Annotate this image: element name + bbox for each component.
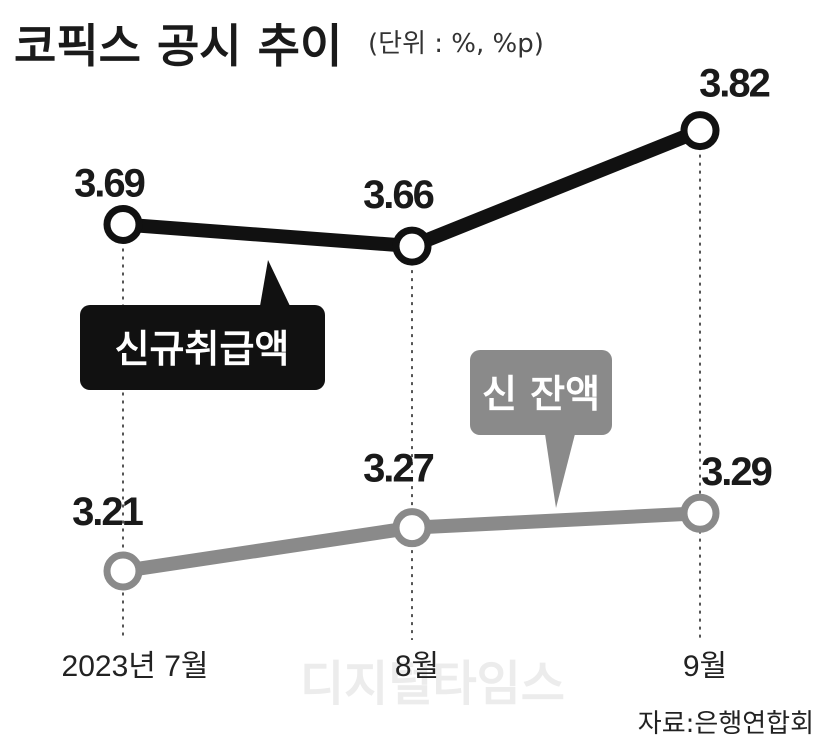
watermark: 디지털타임스 <box>300 656 565 712</box>
source-note: 자료:은행연합회 <box>638 709 814 739</box>
callout-bal-box <box>470 350 612 435</box>
data-point-s0-0 <box>103 204 143 244</box>
callout-bal-label: 신 잔액 <box>482 372 600 416</box>
data-point-s1-1 <box>392 508 432 548</box>
callout-new-pointer <box>260 260 290 306</box>
x-tick-label-1: 8월 <box>395 650 439 683</box>
data-point-s1-0 <box>103 551 143 591</box>
callout-bal-pointer <box>545 434 575 508</box>
x-tick-label-0: 2023년 7월 <box>62 650 209 683</box>
data-label-s1-0: 3.21 <box>72 490 144 534</box>
value-labels: 3.69 3.66 3.82 3.21 3.27 3.29 <box>72 62 774 534</box>
callout-new-balance: 신 잔액 <box>470 350 612 508</box>
x-tick-label-2: 9월 <box>683 650 727 683</box>
data-label-s1-2: 3.29 <box>701 450 772 494</box>
data-point-s0-2 <box>680 111 720 151</box>
unit-note: (단위 : %, %p) <box>368 29 544 59</box>
callout-new-box <box>80 305 325 390</box>
data-label-s0-0: 3.69 <box>74 161 145 205</box>
data-point-s1-2 <box>680 493 720 533</box>
data-point-s0-1 <box>392 226 432 266</box>
x-axis-ticks: 2023년 7월 8월 9월 <box>62 650 728 683</box>
chart-title: 코픽스 공시 추이 <box>14 19 342 73</box>
data-label-s0-1: 3.66 <box>363 173 434 217</box>
callout-new-loans: 신규취급액 <box>80 260 325 390</box>
data-label-s1-1: 3.27 <box>363 447 434 491</box>
data-label-s0-2: 3.82 <box>699 62 770 106</box>
callout-new-label: 신규취급액 <box>115 327 290 371</box>
series-layer <box>103 111 720 591</box>
